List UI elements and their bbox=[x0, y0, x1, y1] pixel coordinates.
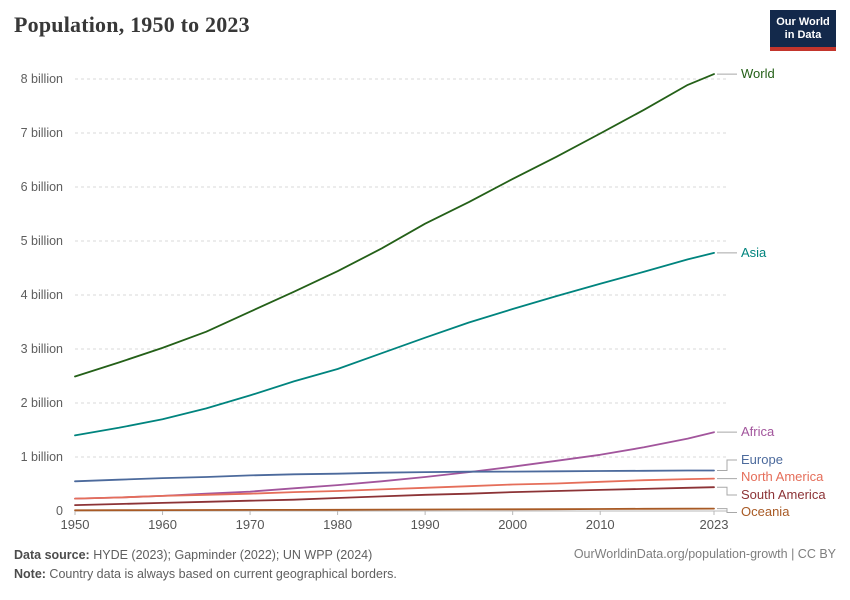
label-connector-europe bbox=[717, 459, 737, 471]
series-label-africa[interactable]: Africa bbox=[741, 424, 775, 440]
x-axis-tick-label-2023: 2023 bbox=[699, 517, 729, 532]
y-axis-tick-label-0: 0 bbox=[56, 504, 63, 518]
chart-title: Population, 1950 to 2023 bbox=[14, 12, 250, 37]
series-line-north-america[interactable] bbox=[74, 477, 715, 500]
label-connector-south-america bbox=[717, 486, 737, 496]
y-axis-tick-label-1: 1 billion bbox=[20, 450, 63, 464]
series-label-europe[interactable]: Europe bbox=[741, 451, 783, 467]
data-source-line: Data source: HYDE (2023); Gapminder (202… bbox=[14, 546, 836, 565]
owid-logo-line1: Our World bbox=[776, 16, 830, 28]
y-axis-tick-label-2: 2 billion bbox=[20, 396, 63, 410]
y-axis-tick-label-4: 4 billion bbox=[20, 288, 63, 302]
series-line-world[interactable] bbox=[74, 73, 715, 378]
note-line: Note: Country data is always based on cu… bbox=[14, 565, 836, 584]
data-source-label: Data source: bbox=[14, 548, 90, 562]
series-line-europe[interactable] bbox=[74, 469, 715, 483]
x-axis-tick-label-1960: 1960 bbox=[148, 517, 177, 532]
label-connector-oceania bbox=[717, 508, 737, 513]
chart-footer: Data source: HYDE (2023); Gapminder (202… bbox=[14, 546, 836, 584]
owid-logo-box: Our World in Data bbox=[770, 10, 836, 47]
x-axis-tick-label-2010: 2010 bbox=[585, 517, 615, 532]
series-line-asia[interactable] bbox=[74, 251, 715, 437]
series-label-south-america[interactable]: South America bbox=[741, 486, 826, 502]
owid-logo[interactable]: Our World in Data bbox=[770, 10, 836, 51]
series-line-south-america[interactable] bbox=[74, 486, 715, 507]
owid-logo-line2: in Data bbox=[784, 29, 822, 41]
series-label-world[interactable]: World bbox=[741, 66, 775, 82]
owid-logo-red-strip bbox=[770, 47, 836, 51]
y-axis-tick-label-3: 3 billion bbox=[20, 342, 63, 356]
x-axis-tick-label-1950: 1950 bbox=[60, 517, 90, 532]
series-label-oceania[interactable]: Oceania bbox=[741, 504, 790, 520]
y-axis-tick-label-8: 8 billion bbox=[20, 72, 63, 86]
x-axis-tick-label-1990: 1990 bbox=[410, 517, 440, 532]
series-label-asia[interactable]: Asia bbox=[741, 244, 767, 260]
y-axis-tick-label-5: 5 billion bbox=[20, 234, 63, 248]
x-axis-tick-label-1980: 1980 bbox=[323, 517, 353, 532]
x-axis-tick-label-2000: 2000 bbox=[498, 517, 528, 532]
x-axis-tick-label-1970: 1970 bbox=[235, 517, 265, 532]
y-axis-tick-label-7: 7 billion bbox=[20, 126, 63, 140]
series-line-oceania[interactable] bbox=[74, 507, 715, 512]
y-axis-tick-label-6: 6 billion bbox=[20, 180, 63, 194]
note-text: Country data is always based on current … bbox=[45, 567, 397, 581]
note-label: Note: bbox=[14, 567, 46, 581]
data-source-text: HYDE (2023); Gapminder (2022); UN WPP (2… bbox=[89, 548, 373, 562]
series-label-north-america[interactable]: North America bbox=[741, 469, 824, 485]
owid-url-link[interactable]: OurWorldinData.org/population-growth | C… bbox=[573, 547, 836, 561]
